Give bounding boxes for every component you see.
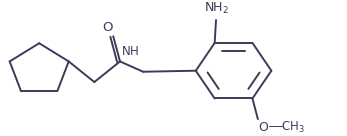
Text: CH$_3$: CH$_3$: [281, 120, 305, 135]
Text: O: O: [258, 121, 268, 134]
Text: NH$_2$: NH$_2$: [204, 1, 229, 16]
Text: O: O: [103, 21, 113, 34]
Text: N: N: [122, 45, 130, 58]
Text: H: H: [130, 45, 138, 58]
